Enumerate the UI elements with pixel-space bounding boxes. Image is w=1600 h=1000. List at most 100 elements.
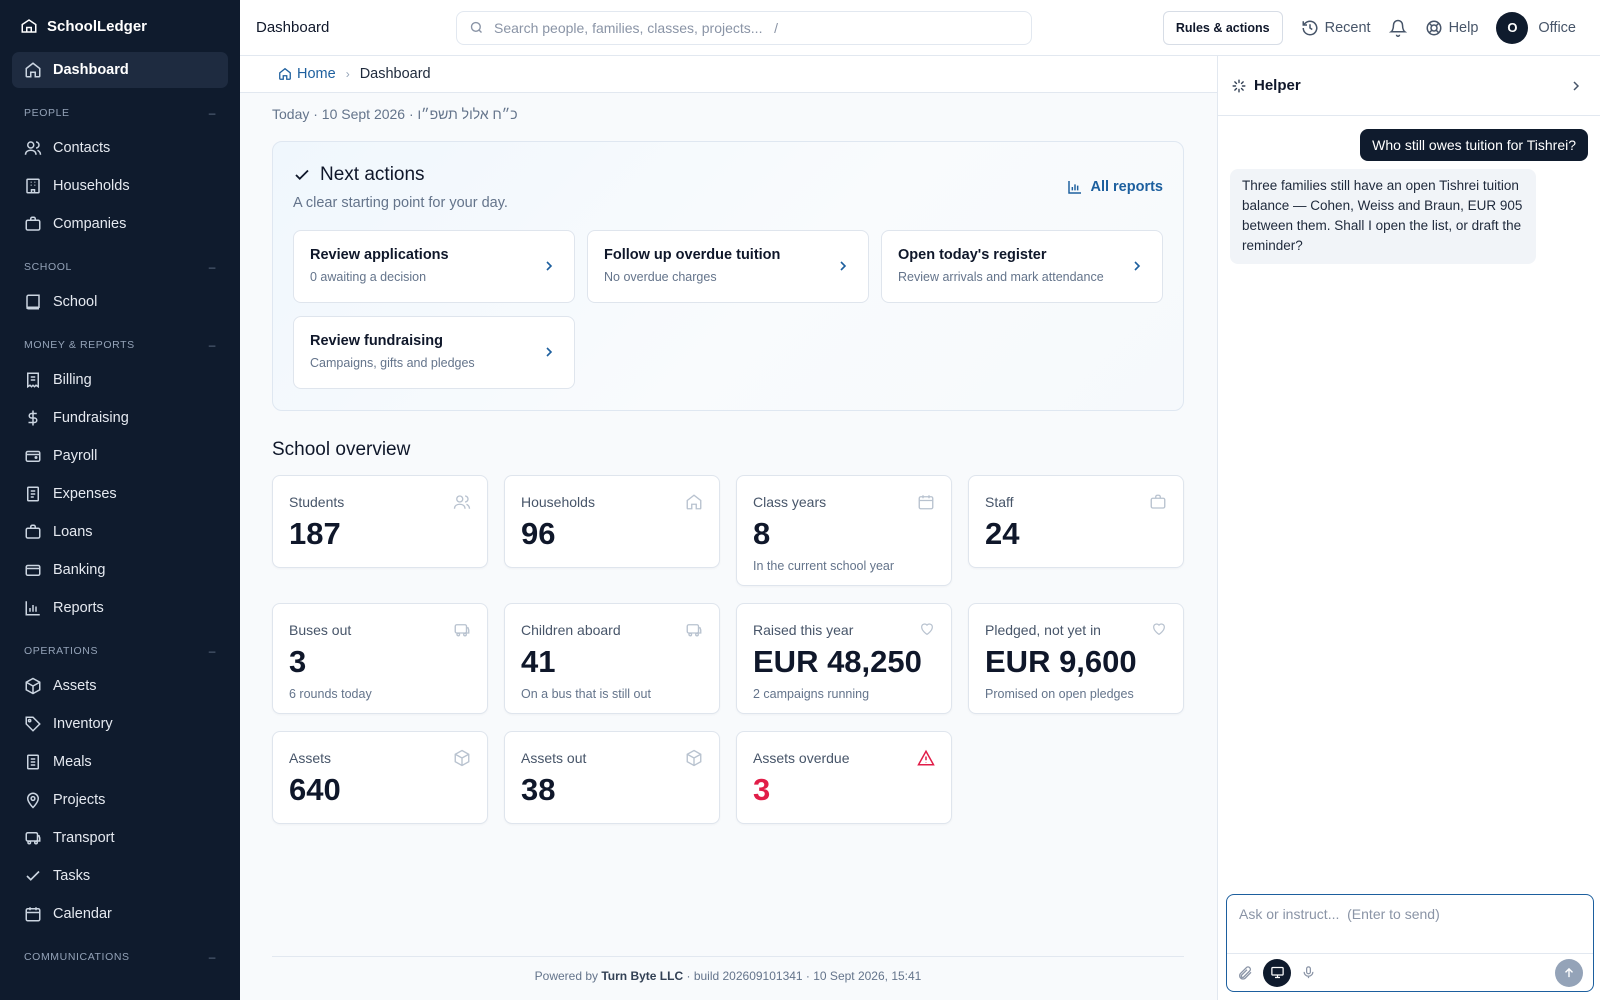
stat-card-assets-out[interactable]: Assets out 38 xyxy=(504,731,720,824)
stat-card-buses-out[interactable]: Buses out 3 6 rounds today xyxy=(272,603,488,714)
stat-value: 187 xyxy=(289,516,341,551)
stat-card-class-years[interactable]: Class years 8 In the current school year xyxy=(736,475,952,586)
bank-icon xyxy=(24,561,42,579)
stat-card-staff[interactable]: Staff 24 xyxy=(968,475,1184,568)
stat-card-pledged[interactable]: Pledged, not yet in EUR 9,600 Promised o… xyxy=(968,603,1184,714)
box-icon xyxy=(453,749,471,767)
section-money-reports[interactable]: MONEY & REPORTS – xyxy=(24,334,216,356)
monitor-icon[interactable] xyxy=(1263,958,1291,987)
next-actions-card: Next actions A clear starting point for … xyxy=(272,141,1184,411)
action-subtitle: Review arrivals and mark attendance xyxy=(898,270,1104,284)
section-label: OPERATIONS xyxy=(24,645,99,657)
breadcrumb-home[interactable]: Home xyxy=(278,66,336,82)
action-review-fundraising[interactable]: Review fundraising Campaigns, gifts and … xyxy=(293,316,575,389)
book-icon xyxy=(24,293,42,311)
collapse-icon[interactable]: – xyxy=(208,644,216,658)
sidebar-item-assets[interactable]: Assets xyxy=(12,668,228,704)
box-icon xyxy=(24,677,42,695)
all-reports-label: All reports xyxy=(1090,179,1163,195)
search-bar[interactable] xyxy=(456,10,1032,45)
receipt-icon xyxy=(24,485,42,503)
user-message: Who still owes tuition for Tishrei? xyxy=(1360,129,1588,161)
rules-actions-button[interactable]: Rules & actions xyxy=(1162,10,1283,45)
sidebar-item-fundraising[interactable]: Fundraising xyxy=(12,400,228,436)
help-button[interactable]: Help xyxy=(1425,19,1478,37)
bus-icon xyxy=(685,621,703,639)
bar-chart-icon xyxy=(24,599,42,617)
all-reports-link[interactable]: All reports xyxy=(1067,179,1163,195)
sidebar-item-calendar[interactable]: Calendar xyxy=(12,896,228,932)
chevron-right-icon xyxy=(541,258,557,274)
sidebar-item-inventory[interactable]: Inventory xyxy=(12,706,228,742)
section-operations[interactable]: OPERATIONS – xyxy=(24,640,216,662)
send-icon[interactable] xyxy=(1555,958,1583,987)
avatar: O xyxy=(1496,11,1529,44)
stat-card-households[interactable]: Households 96 xyxy=(504,475,720,568)
logo-icon xyxy=(20,17,38,35)
stat-value: 24 xyxy=(985,516,1020,551)
app-name: SchoolLedger xyxy=(47,17,148,35)
stat-card-raised-this-year[interactable]: Raised this year EUR 48,250 2 campaigns … xyxy=(736,603,952,714)
paperclip-icon[interactable] xyxy=(1237,965,1253,981)
stat-card-assets-overdue[interactable]: Assets overdue 3 xyxy=(736,731,952,824)
heart-icon xyxy=(1151,621,1167,637)
sidebar-item-expenses[interactable]: Expenses xyxy=(12,476,228,512)
sidebar-item-label: Projects xyxy=(53,792,106,808)
sidebar-item-label: Payroll xyxy=(53,448,98,464)
chevron-right-icon[interactable] xyxy=(1568,78,1584,94)
stat-value: 96 xyxy=(521,516,556,551)
helper-composer xyxy=(1226,894,1594,992)
sidebar-item-school[interactable]: School xyxy=(12,284,228,320)
footer-company[interactable]: Turn Byte LLC xyxy=(601,969,684,983)
users-icon xyxy=(24,139,42,157)
section-communications[interactable]: COMMUNICATIONS – xyxy=(24,946,216,968)
stat-card-students[interactable]: Students 187 xyxy=(272,475,488,568)
collapse-icon[interactable]: – xyxy=(208,106,216,120)
stat-value: EUR 48,250 xyxy=(753,644,922,679)
stat-card-children-aboard[interactable]: Children aboard 41 On a bus that is stil… xyxy=(504,603,720,714)
action-review-applications[interactable]: Review applications 0 awaiting a decisio… xyxy=(293,230,575,303)
footer-build: · build 202609101341 · 10 Sept 2026, 15:… xyxy=(686,969,922,983)
document-icon xyxy=(24,753,42,771)
stat-label: Assets xyxy=(289,750,332,766)
bell-icon[interactable] xyxy=(1388,19,1407,37)
recent-button[interactable]: Recent xyxy=(1301,19,1371,37)
sidebar-item-companies[interactable]: Companies xyxy=(12,206,228,242)
action-follow-up-tuition[interactable]: Follow up overdue tuition No overdue cha… xyxy=(587,230,869,303)
collapse-icon[interactable]: – xyxy=(208,260,216,274)
collapse-icon[interactable]: – xyxy=(208,950,216,964)
sidebar-item-contacts[interactable]: Contacts xyxy=(12,130,228,166)
sidebar-item-billing[interactable]: Billing xyxy=(12,362,228,398)
bus-icon xyxy=(453,621,471,639)
sidebar: SchoolLedger Dashboard PEOPLE – Contacts… xyxy=(0,0,240,1000)
stat-label: Assets out xyxy=(521,750,587,766)
sidebar-item-label: Loans xyxy=(53,524,93,540)
section-school[interactable]: SCHOOL – xyxy=(24,256,216,278)
user-menu[interactable]: O Office xyxy=(1496,11,1576,44)
sidebar-item-reports[interactable]: Reports xyxy=(12,590,228,626)
sidebar-item-meals[interactable]: Meals xyxy=(12,744,228,780)
composer-toolbar xyxy=(1227,953,1593,991)
sidebar-item-households[interactable]: Households xyxy=(12,168,228,204)
action-open-register[interactable]: Open today's register Review arrivals an… xyxy=(881,230,1163,303)
next-actions-title: Next actions xyxy=(293,164,425,186)
brand[interactable]: SchoolLedger xyxy=(0,0,240,52)
sidebar-item-label: Tasks xyxy=(53,868,91,884)
sidebar-item-loans[interactable]: Loans xyxy=(12,514,228,550)
section-people[interactable]: PEOPLE – xyxy=(24,102,216,124)
sidebar-item-tasks[interactable]: Tasks xyxy=(12,858,228,894)
collapse-icon[interactable]: – xyxy=(208,338,216,352)
sidebar-item-transport[interactable]: Transport xyxy=(12,820,228,856)
assistant-message: Three families still have an open Tishre… xyxy=(1230,169,1536,264)
sidebar-item-banking[interactable]: Banking xyxy=(12,552,228,588)
sidebar-item-projects[interactable]: Projects xyxy=(12,782,228,818)
stat-card-assets[interactable]: Assets 640 xyxy=(272,731,488,824)
recent-label: Recent xyxy=(1324,19,1371,36)
chevron-right-icon xyxy=(835,258,851,274)
sidebar-item-label: Calendar xyxy=(53,906,112,922)
helper-input[interactable] xyxy=(1227,895,1593,953)
microphone-icon[interactable] xyxy=(1301,965,1316,980)
sidebar-item-payroll[interactable]: Payroll xyxy=(12,438,228,474)
sidebar-item-dashboard[interactable]: Dashboard xyxy=(12,52,228,88)
search-input[interactable] xyxy=(494,19,1019,36)
